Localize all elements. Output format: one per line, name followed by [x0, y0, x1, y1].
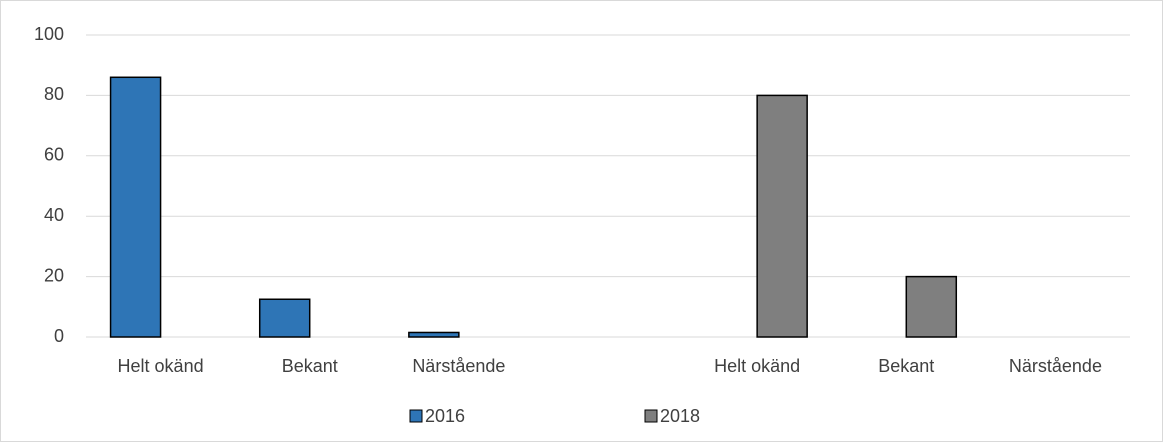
legend-label: 2018 [660, 406, 700, 426]
legend-label: 2016 [425, 406, 465, 426]
y-tick-label: 0 [54, 326, 64, 346]
x-tick-label: Närstående [1009, 356, 1102, 376]
bar [408, 331, 460, 338]
legend-swatch [409, 409, 423, 423]
x-tick-label: Bekant [282, 356, 338, 376]
bar [109, 76, 162, 338]
y-tick-label: 20 [44, 265, 64, 285]
x-tick-label: Bekant [878, 356, 934, 376]
y-tick-label: 80 [44, 84, 64, 104]
bar [258, 298, 311, 338]
x-tick-label: Helt okänd [118, 356, 204, 376]
x-tick-label: Närstående [412, 356, 505, 376]
legend-swatch [644, 409, 658, 423]
y-tick-label: 100 [34, 24, 64, 44]
bar [905, 275, 958, 338]
x-tick-label: Helt okänd [714, 356, 800, 376]
bar [756, 94, 808, 338]
y-tick-label: 60 [44, 145, 64, 165]
y-tick-label: 40 [44, 205, 64, 225]
